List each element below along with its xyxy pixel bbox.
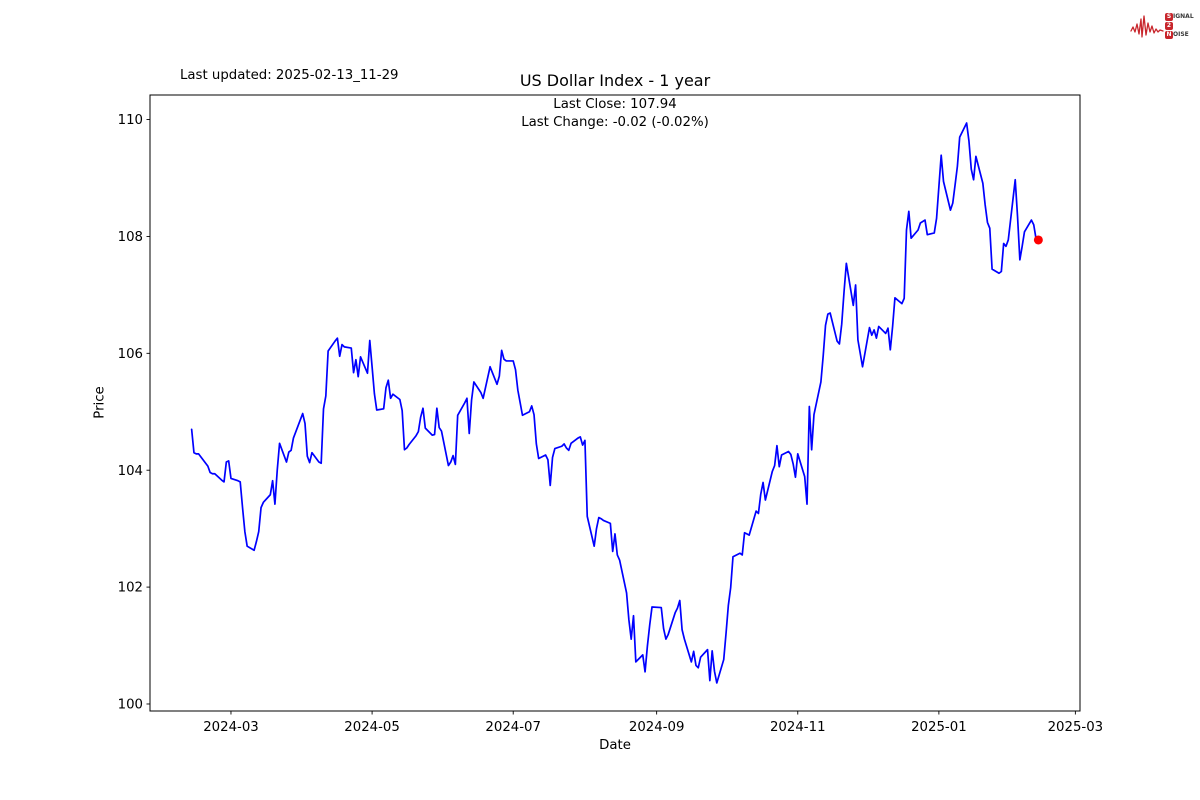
logo-text: S IGNAL 2 N OISE [1165,13,1194,39]
logo-rest-oise: OISE [1173,31,1189,38]
x-tick-label: 2025-01 [911,720,967,735]
x-tick-label: 2024-09 [629,720,685,735]
plot-border [149,94,1081,712]
x-tick-label: 2024-11 [770,720,826,735]
x-axis-label: Date [599,738,631,753]
y-tick-label: 100 [118,698,143,713]
signal2noise-logo: S IGNAL 2 N OISE [1130,6,1194,46]
y-tick-label: 106 [118,347,143,362]
price-line [190,122,1040,684]
last-price-dot [1033,235,1043,245]
logo-rest-ignal: IGNAL [1173,13,1194,20]
y-tick-label: 102 [118,581,143,596]
logo-row-noise: N OISE [1165,31,1194,39]
x-tick-label: 2024-05 [344,720,400,735]
x-tick-label: 2024-03 [203,720,259,735]
chart-title: US Dollar Index - 1 year [519,71,711,90]
logo-letter-2: 2 [1165,22,1173,30]
y-tick-label: 110 [118,113,143,128]
last-change-text: Last Change: -0.02 (-0.02%) [521,115,709,130]
last-close-text: Last Close: 107.94 [553,97,677,112]
logo-letter-n: N [1165,31,1173,39]
logo-row-2: 2 [1165,22,1194,30]
x-tick-label: 2024-07 [485,720,541,735]
waveform-icon [1130,15,1164,38]
logo-letter-s: S [1165,13,1173,21]
y-tick-label: 104 [118,464,143,479]
x-tick-label: 2025-03 [1048,720,1104,735]
y-tick-label: 108 [118,230,143,245]
logo-row-signal: S IGNAL [1165,13,1194,21]
last-updated-text: Last updated: 2025-02-13_11-29 [180,68,399,83]
